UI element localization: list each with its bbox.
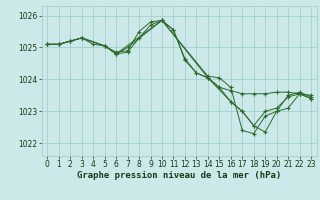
X-axis label: Graphe pression niveau de la mer (hPa): Graphe pression niveau de la mer (hPa) [77,171,281,180]
